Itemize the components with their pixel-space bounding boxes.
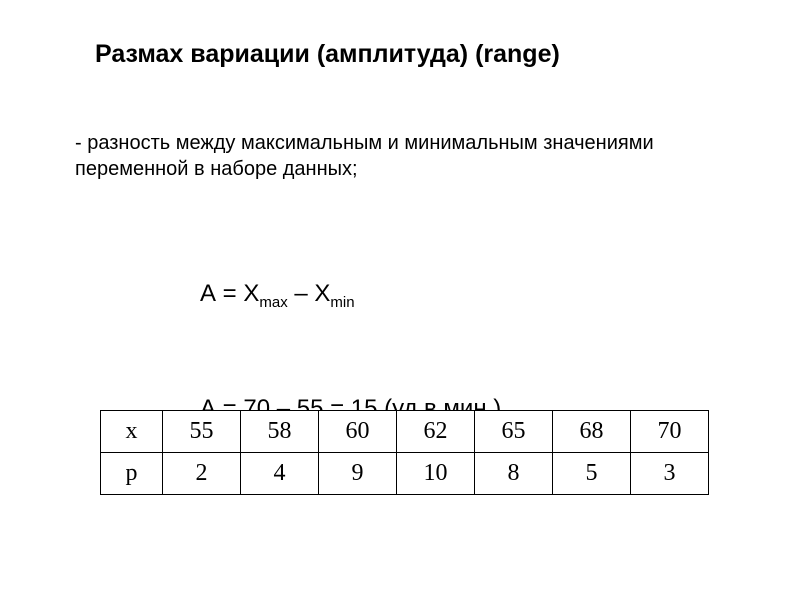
page-title: Размах вариации (амплитуда) (range)	[95, 40, 560, 69]
table-row-header: p	[101, 453, 163, 495]
table-row: x 55 58 60 62 65 68 70	[101, 411, 709, 453]
table-cell: 2	[163, 453, 241, 495]
table-cell: 60	[319, 411, 397, 453]
table-cell: 8	[475, 453, 553, 495]
formula-sub-min: min	[330, 294, 354, 311]
table-row: p 2 4 9 10 8 5 3	[101, 453, 709, 495]
table-cell: 5	[553, 453, 631, 495]
formula-lhs: А = Х	[200, 280, 259, 307]
formula-mid: – Х	[288, 280, 331, 307]
table-cell: 68	[553, 411, 631, 453]
table-cell: 4	[241, 453, 319, 495]
table-cell: 55	[163, 411, 241, 453]
table-cell: 9	[319, 453, 397, 495]
table-cell: 65	[475, 411, 553, 453]
formula-sub-max: max	[259, 294, 287, 311]
definition-line1: - разность между максимальным и минималь…	[75, 132, 654, 154]
data-table: x 55 58 60 62 65 68 70 p 2 4 9 10 8 5 3	[100, 410, 709, 495]
table-cell: 10	[397, 453, 475, 495]
definition-text: - разность между максимальным и минималь…	[75, 130, 654, 182]
formula-general: А = Хmax – Хmin	[200, 280, 355, 311]
table-cell: 62	[397, 411, 475, 453]
table-cell: 70	[631, 411, 709, 453]
table-cell: 3	[631, 453, 709, 495]
definition-line2: переменной в наборе данных;	[75, 158, 358, 180]
table-cell: 58	[241, 411, 319, 453]
table-row-header: x	[101, 411, 163, 453]
